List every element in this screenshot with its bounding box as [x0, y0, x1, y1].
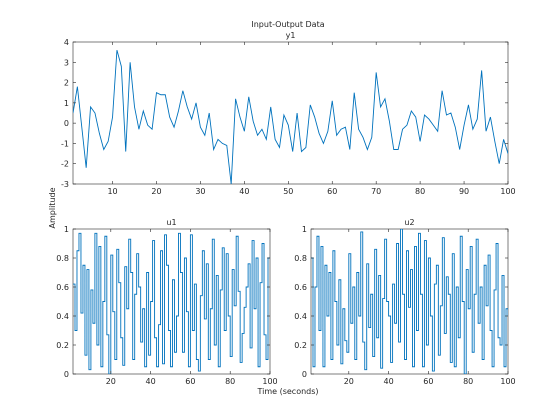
- axes-box: [72, 41, 509, 185]
- y-tick-label: 0.4: [56, 312, 69, 321]
- y-tick-label: 0: [64, 119, 69, 128]
- y-tick-label: -3: [61, 180, 69, 189]
- series-line-0: [73, 49, 508, 184]
- x-tick-label: 100: [500, 187, 515, 196]
- series-line-0: [311, 229, 508, 374]
- x-tick-label: 20: [106, 377, 116, 386]
- figure-ylabel: Amplitude: [48, 187, 57, 228]
- x-tick-label: 20: [151, 187, 161, 196]
- x-tick-label: 50: [283, 187, 293, 196]
- x-tick-label: 60: [327, 187, 337, 196]
- y-tick-label: 1: [64, 99, 69, 108]
- x-tick-label: 60: [423, 377, 433, 386]
- series-line-0: [73, 232, 270, 374]
- y-tick-label: 1: [64, 225, 69, 234]
- y-tick-label: 4: [64, 38, 69, 47]
- y-tick-label: 0: [302, 370, 307, 379]
- y-tick-label: -1: [61, 139, 69, 148]
- x-tick-label: 100: [500, 377, 515, 386]
- axes-y1: 10 20 30 40 50 60 70 80 90 100 -3 -2 -1 0 1 2 3 4 y1: [61, 31, 516, 196]
- x-tick-label: 90: [459, 187, 469, 196]
- y-tick-label: 0.4: [294, 312, 307, 321]
- y-tick-label: 3: [64, 58, 69, 67]
- figure-suptitle: Input-Output Data: [251, 20, 324, 29]
- x-tick-label: 40: [239, 187, 249, 196]
- axes-title: u2: [404, 218, 414, 227]
- y-tick-label: 2: [64, 79, 69, 88]
- x-tick-label: 10: [107, 187, 117, 196]
- y-tick-label: -2: [61, 160, 69, 169]
- x-tick-label: 80: [463, 377, 473, 386]
- axes-title: u1: [166, 218, 176, 227]
- x-tick-label: 100: [262, 377, 277, 386]
- x-tick-label: 70: [371, 187, 381, 196]
- y-tick-label: 0.6: [294, 283, 307, 292]
- y-tick-label: 0.8: [56, 254, 69, 263]
- axes-box: [310, 228, 509, 375]
- x-tick-label: 40: [384, 377, 394, 386]
- axes-box: [72, 228, 271, 375]
- y-tick-label: 0: [64, 370, 69, 379]
- x-tick-label: 60: [185, 377, 195, 386]
- x-tick-label: 20: [344, 377, 354, 386]
- y-tick-label: 1: [302, 225, 307, 234]
- x-tick-label: 80: [225, 377, 235, 386]
- y-tick-label: 0.8: [294, 254, 307, 263]
- y-tick-label: 0.2: [294, 341, 307, 350]
- axes-u1: 20 40 60 80 100 0 0.2 0.4 0.6 0.8 1 u1: [56, 218, 277, 386]
- axes-title: y1: [286, 31, 296, 40]
- axes-u2: 20 40 60 80 100 0 0.2 0.4 0.6 0.8 1 u2: [294, 218, 515, 386]
- y-tick-label: 0.2: [56, 341, 69, 350]
- figure-xlabel: Time (seconds): [256, 387, 318, 396]
- x-tick-label: 80: [415, 187, 425, 196]
- x-tick-label: 40: [146, 377, 156, 386]
- x-tick-label: 30: [195, 187, 205, 196]
- y-tick-label: 0.6: [56, 283, 69, 292]
